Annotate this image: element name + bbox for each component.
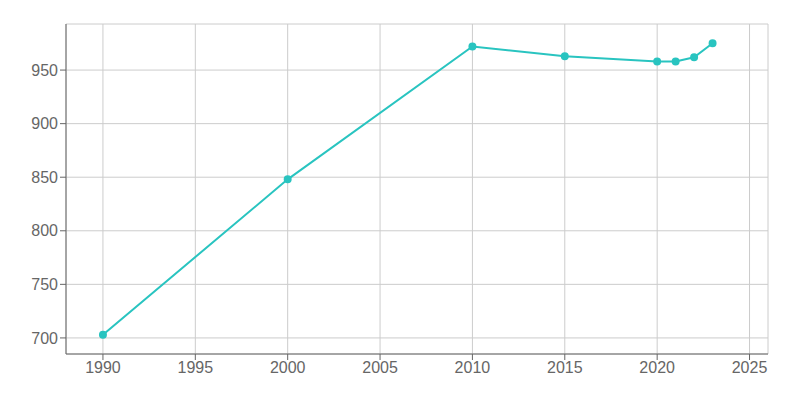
svg-text:2010: 2010 (455, 359, 491, 376)
svg-text:900: 900 (31, 115, 58, 132)
svg-text:2015: 2015 (547, 359, 583, 376)
svg-text:850: 850 (31, 169, 58, 186)
svg-text:2020: 2020 (639, 359, 675, 376)
svg-text:1990: 1990 (85, 359, 121, 376)
svg-text:2005: 2005 (362, 359, 398, 376)
svg-text:2025: 2025 (732, 359, 768, 376)
svg-text:700: 700 (31, 330, 58, 347)
svg-text:750: 750 (31, 276, 58, 293)
svg-text:1995: 1995 (178, 359, 214, 376)
svg-text:950: 950 (31, 62, 58, 79)
svg-text:800: 800 (31, 222, 58, 239)
svg-text:2000: 2000 (270, 359, 306, 376)
